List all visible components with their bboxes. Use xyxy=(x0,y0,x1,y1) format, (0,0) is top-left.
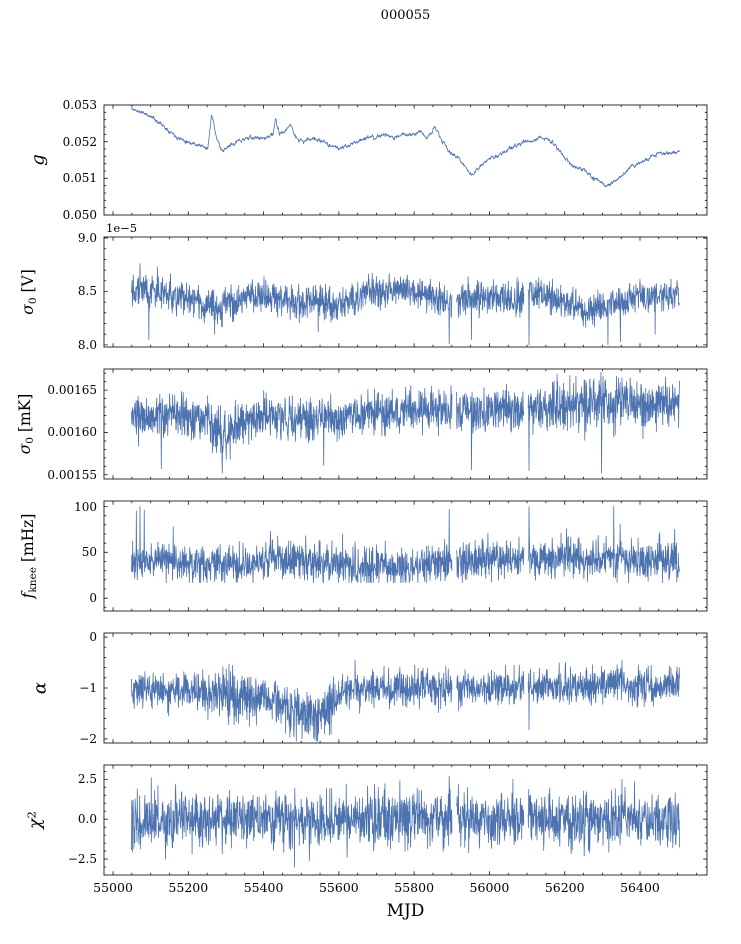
plot-canvas xyxy=(0,0,741,944)
figure: 000055 MJD 0.050 0.051 0.052 0.053 g 8.0 8.5 9.… xyxy=(0,0,741,944)
